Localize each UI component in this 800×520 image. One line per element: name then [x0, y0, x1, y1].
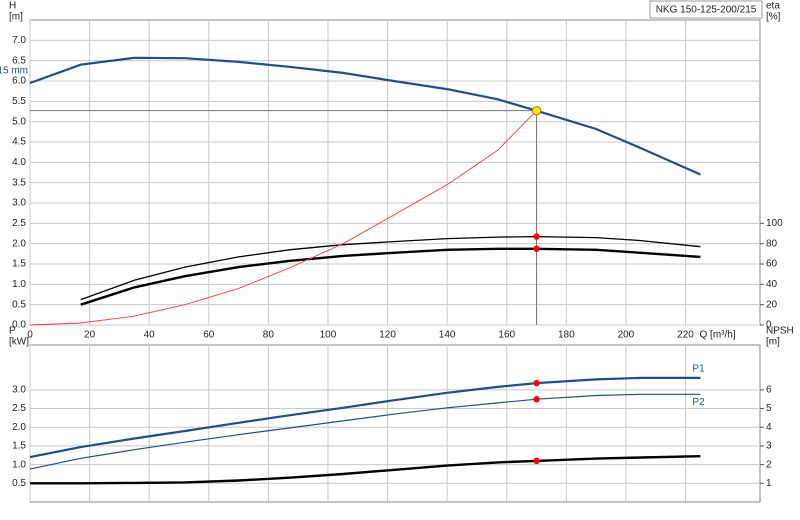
y-tick-label: 4.0 [12, 157, 26, 168]
y-tick-label: 0.5 [12, 478, 26, 489]
y-tick-label: 2.5 [12, 403, 26, 414]
series-label: P2 [692, 397, 705, 408]
x-axis-label: Q [m³/h] [700, 330, 736, 341]
duty-point [533, 233, 540, 240]
x-tick-label: 140 [439, 330, 456, 341]
y2-axis-label: eta [766, 1, 780, 12]
y2-tick-label: 5 [766, 403, 772, 414]
y-axis-unit: [kW] [9, 337, 29, 348]
x-tick-label: 100 [320, 330, 337, 341]
series-line [80, 235, 701, 301]
x-tick-label: 80 [263, 330, 275, 341]
x-tick-label: 120 [379, 330, 396, 341]
series-line [29, 56, 701, 176]
series-line [80, 247, 701, 306]
y-tick-label: 6.5 [12, 55, 26, 66]
series-line [30, 455, 701, 485]
series-label: P1 [692, 364, 705, 375]
x-tick-label: 0 [27, 330, 33, 341]
x-tick-label: 160 [498, 330, 515, 341]
plot-area [29, 344, 761, 503]
y-tick-label: 5.0 [12, 116, 26, 127]
y-tick-label: 6.0 [12, 76, 26, 87]
y2-tick-label: 0 [766, 320, 772, 331]
x-tick-label: 60 [203, 330, 215, 341]
y-tick-label: 1.0 [12, 279, 26, 290]
y-axis-label: H [9, 1, 16, 12]
y-tick-label: 1.5 [12, 441, 26, 452]
series-line [29, 376, 701, 459]
y-axis-label: P [9, 326, 16, 337]
chart-title: NKG 150-125-200/215 [656, 5, 757, 16]
y-tick-label: 0.5 [12, 299, 26, 310]
y2-tick-label: 2 [766, 459, 772, 470]
y2-tick-label: 3 [766, 441, 772, 452]
title-box [649, 0, 763, 19]
y-tick-label: 7.0 [12, 35, 26, 46]
duty-point [533, 379, 540, 387]
operating-point [531, 105, 542, 116]
x-tick-label: 220 [677, 330, 694, 341]
x-tick-label: 180 [558, 330, 575, 341]
y2-axis-label: NPSH [766, 326, 794, 337]
duty-point [533, 457, 540, 465]
y2-tick-label: 60 [766, 259, 778, 270]
y2-axis-unit: [%] [766, 12, 781, 23]
y2-tick-label: 6 [766, 384, 772, 395]
y-tick-label: 2.0 [12, 422, 26, 433]
y2-tick-label: 4 [766, 422, 772, 433]
duty-point [533, 396, 540, 403]
y-tick-label: 2.5 [12, 218, 26, 229]
plot-area [29, 19, 761, 326]
y2-axis-unit: [m] [766, 337, 780, 348]
x-tick-label: 200 [618, 330, 635, 341]
y2-tick-label: 80 [766, 238, 778, 249]
duty-point [533, 245, 540, 252]
series-line [29, 110, 537, 326]
y2-tick-label: 20 [766, 299, 778, 310]
y-tick-label: 5.5 [12, 96, 26, 107]
x-tick-label: 40 [144, 330, 156, 341]
y2-tick-label: 100 [766, 218, 783, 229]
y2-tick-label: 40 [766, 279, 778, 290]
y-tick-label: 3.5 [12, 177, 26, 188]
series-line [29, 393, 701, 470]
y-tick-label: 1.5 [12, 259, 26, 270]
y-tick-label: 3.0 [12, 384, 26, 395]
y-tick-label: 4.5 [12, 137, 26, 148]
x-tick-label: 20 [84, 330, 96, 341]
series-label: 215 mm [0, 66, 28, 77]
y-tick-label: 1.0 [12, 459, 26, 470]
y-tick-label: 0.0 [12, 320, 26, 331]
y-tick-label: 2.0 [12, 238, 26, 249]
y-tick-label: 3.0 [12, 198, 26, 209]
y-axis-unit: [m] [9, 12, 23, 23]
y2-tick-label: 1 [766, 478, 772, 489]
